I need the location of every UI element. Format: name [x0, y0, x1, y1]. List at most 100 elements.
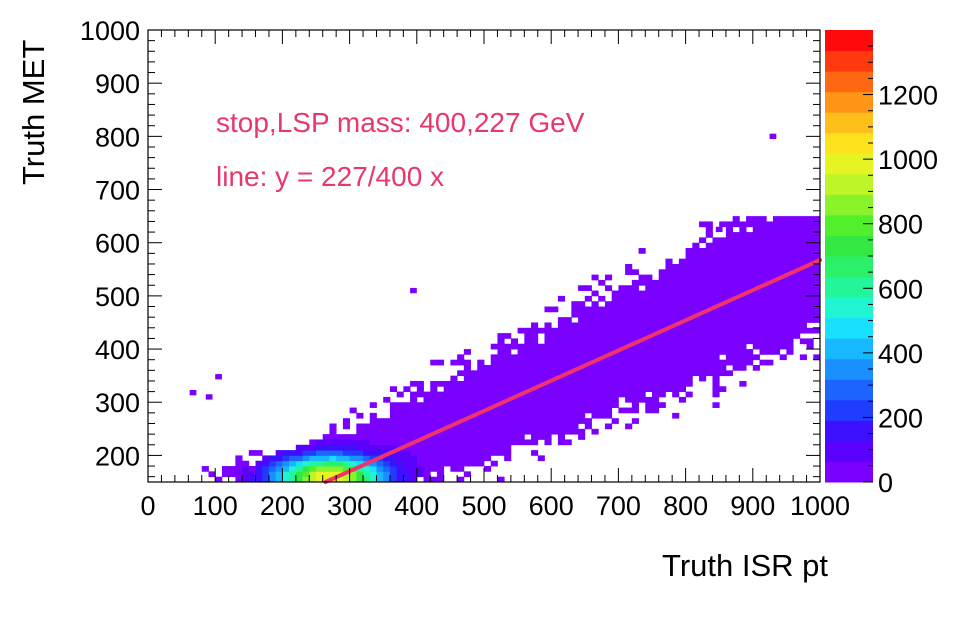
- heatmap-cell: [591, 343, 599, 350]
- y-tick-label: 900: [95, 69, 140, 99]
- heatmap-cell: [772, 317, 781, 323]
- heatmap-cell: [531, 327, 539, 334]
- heatmap-cell: [410, 476, 418, 483]
- heatmap-cell: [618, 349, 626, 355]
- heatmap-cell: [289, 476, 297, 483]
- heatmap-cell: [524, 327, 532, 334]
- heatmap-cell: [699, 349, 707, 355]
- heatmap-cells: [189, 133, 821, 483]
- heatmap-cell: [544, 402, 552, 408]
- heatmap-cell: [470, 418, 478, 424]
- heatmap-cell: [571, 412, 579, 419]
- heatmap-cell: [772, 301, 781, 307]
- heatmap-cell: [490, 375, 498, 382]
- heatmap-cell: [759, 311, 767, 318]
- heatmap-cell: [752, 290, 760, 297]
- heatmap-cell: [692, 295, 700, 302]
- heatmap-cell: [759, 216, 767, 222]
- heatmap-cell: [268, 460, 277, 467]
- heatmap-cell: [645, 359, 653, 366]
- heatmap-cell: [752, 338, 760, 345]
- heatmap-cell: [752, 274, 760, 281]
- heatmap-cell: [504, 343, 512, 350]
- heatmap-cell: [772, 253, 781, 260]
- heatmap-cell: [746, 221, 754, 228]
- heatmap-cell: [557, 327, 566, 334]
- heatmap-cell: [779, 343, 787, 350]
- heatmap-cell: [484, 380, 492, 387]
- heatmap-cell: [510, 354, 518, 361]
- heatmap-cell: [416, 386, 424, 392]
- heatmap-cell: [658, 333, 666, 339]
- heatmap-cell: [719, 338, 727, 345]
- heatmap-cell: [490, 444, 498, 451]
- heatmap-cell: [557, 434, 566, 440]
- heatmap-cell: [786, 349, 794, 355]
- heatmap-cell: [517, 407, 525, 414]
- heatmap-cell: [430, 439, 438, 446]
- heatmap-cell: [551, 396, 559, 403]
- heatmap-cell: [678, 322, 686, 329]
- heatmap-cell: [786, 232, 794, 238]
- heatmap-cell: [369, 460, 377, 467]
- heatmap-cell: [396, 428, 404, 435]
- heatmap-cell: [719, 295, 727, 302]
- heatmap-cell: [692, 279, 700, 286]
- heatmap-cell: [463, 460, 471, 467]
- heatmap-cell: [557, 412, 566, 419]
- heatmap-cell: [678, 333, 686, 339]
- heatmap-cell: [490, 354, 498, 361]
- heatmap-cell: [658, 295, 666, 302]
- heatmap-cell: [376, 471, 384, 478]
- heatmap-cell: [410, 418, 418, 424]
- heatmap-cell: [504, 450, 512, 456]
- heatmap-cell: [416, 423, 424, 430]
- heatmap-cell: [537, 365, 545, 371]
- heatmap-cell: [665, 322, 673, 329]
- heatmap-cell: [752, 269, 760, 276]
- x-tick-label: 800: [663, 491, 708, 521]
- heatmap-cell: [423, 412, 431, 419]
- heatmap-cell: [436, 471, 445, 478]
- heatmap-cell: [316, 460, 324, 467]
- heatmap-cell: [504, 428, 512, 435]
- heatmap-cell: [779, 311, 787, 318]
- heatmap-cell: [793, 317, 801, 323]
- heatmap-cell: [652, 402, 660, 408]
- heatmap-cell: [524, 380, 532, 387]
- heatmap-cell: [557, 322, 566, 329]
- heatmap-cell: [739, 248, 747, 254]
- heatmap-cell: [490, 365, 498, 371]
- heatmap-cell: [645, 354, 653, 361]
- heatmap-cell: [484, 386, 492, 392]
- heatmap-cell: [658, 306, 666, 313]
- heatmap-cell: [316, 466, 324, 472]
- heatmap-cell: [510, 412, 518, 419]
- heatmap-cell: [591, 306, 599, 313]
- heatmap-cell: [248, 450, 256, 456]
- heatmap-cell: [604, 402, 613, 408]
- heatmap-cell: [806, 338, 814, 345]
- heatmap-cell: [645, 343, 653, 350]
- heatmap-cell: [416, 418, 424, 424]
- heatmap-cell: [732, 285, 740, 291]
- heatmap-cell: [799, 221, 807, 228]
- heatmap-cell: [625, 333, 633, 339]
- heatmap-cell: [524, 423, 532, 430]
- heatmap-cell: [732, 306, 740, 313]
- x-axis-title: Truth ISR pt: [662, 548, 828, 583]
- heatmap-cell: [410, 407, 418, 414]
- heatmap-cell: [699, 301, 707, 307]
- heatmap-cell: [719, 322, 727, 329]
- heatmap-cell: [396, 476, 404, 483]
- heatmap-cell: [705, 253, 713, 260]
- heatmap-cell: [746, 306, 754, 313]
- heatmap-cell: [759, 349, 767, 355]
- heatmap-cell: [389, 428, 398, 435]
- heatmap-cell: [275, 450, 283, 456]
- heatmap-cell: [665, 269, 673, 276]
- heatmap-cell: [490, 380, 498, 387]
- heatmap-cell: [685, 248, 693, 254]
- heatmap-cell: [551, 402, 559, 408]
